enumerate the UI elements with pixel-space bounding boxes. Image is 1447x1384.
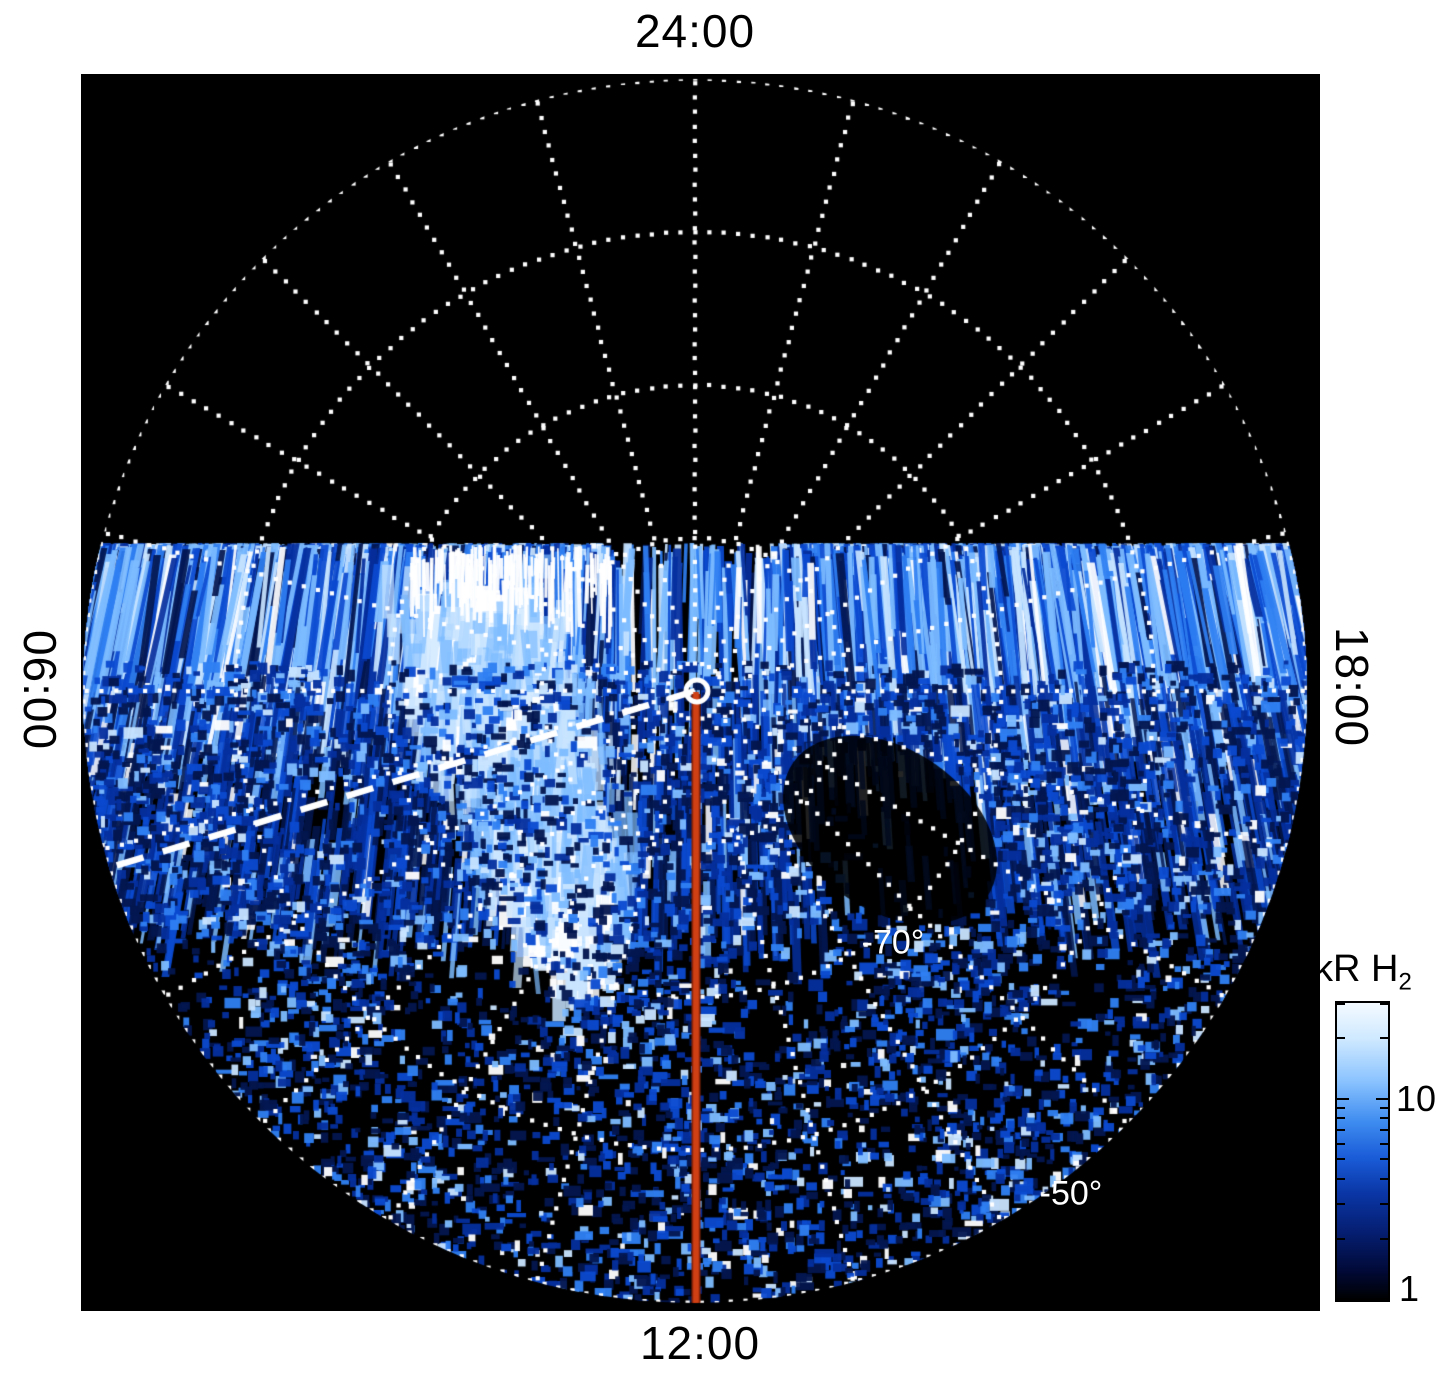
colorbar-tick: [1380, 1107, 1388, 1110]
latitude-label-70: -70°: [861, 923, 925, 962]
local-time-label-1800: 18:00: [1326, 626, 1378, 748]
colorbar-tick: [1337, 1142, 1345, 1145]
colorbar-tick: [1380, 1158, 1388, 1161]
colorbar-tick: [1337, 1238, 1345, 1241]
colorbar-tick: [1376, 1298, 1388, 1300]
colorbar-tick: [1380, 1003, 1388, 1005]
colorbar-title-subscript: 2: [1398, 968, 1412, 996]
colorbar-tick: [1337, 1107, 1345, 1110]
colorbar-tick: [1337, 1097, 1349, 1100]
colorbar-tick: [1380, 1238, 1388, 1241]
aurora-polar-heatmap-canvas: [81, 74, 1320, 1311]
colorbar-tick: [1337, 1177, 1345, 1180]
colorbar-tick: [1380, 1177, 1388, 1180]
colorbar-tick-label-1: 1: [1399, 1268, 1420, 1309]
colorbar-tick: [1380, 1117, 1388, 1120]
colorbar-tick: [1376, 1097, 1388, 1100]
polar-plot-area: -70° -50°: [81, 74, 1320, 1311]
colorbar-tick: [1337, 1003, 1345, 1005]
colorbar-tick: [1380, 1203, 1388, 1206]
colorbar-tick: [1337, 1129, 1345, 1132]
colorbar-tick: [1337, 1158, 1345, 1161]
colorbar-tick: [1337, 1037, 1345, 1040]
colorbar-tick: [1337, 1117, 1345, 1120]
colorbar-tick: [1380, 1037, 1388, 1040]
colorbar-tick: [1380, 1142, 1388, 1145]
latitude-label-50: -50°: [1039, 1174, 1103, 1213]
colorbar: [1335, 1001, 1390, 1302]
colorbar-tick: [1337, 1298, 1349, 1300]
local-time-label-2400: 24:00: [634, 5, 756, 57]
colorbar-tick: [1380, 1129, 1388, 1132]
colorbar-title-text: kR H: [1314, 948, 1399, 990]
colorbar-tick-label-10: 10: [1396, 1078, 1437, 1119]
colorbar-tick: [1337, 1203, 1345, 1206]
colorbar-title: kR H2: [1314, 948, 1414, 997]
local-time-label-1200: 12:00: [639, 1317, 761, 1369]
local-time-label-0600: 06:00: [14, 629, 66, 751]
